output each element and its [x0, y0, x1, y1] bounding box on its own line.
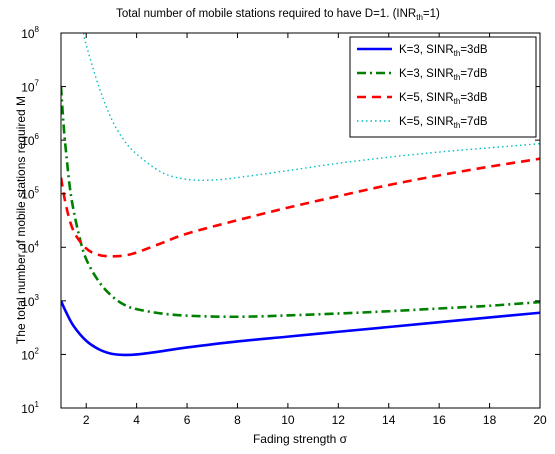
legend-label-sub: th [454, 73, 461, 82]
x-tick-label: 14 [382, 413, 396, 427]
y-tick-exponent: 3 [35, 293, 40, 302]
y-tick-label: 101 [21, 400, 39, 416]
y-tick-base: 10 [21, 295, 35, 309]
x-tick-label: 2 [83, 413, 90, 427]
y-tick-exponent: 8 [35, 25, 40, 34]
legend-label-post: =7dB [460, 68, 488, 80]
legend-entry: K=5, SINRth=3dB [399, 92, 488, 106]
y-tick-exponent: 4 [35, 239, 40, 248]
legend-label-pre: K=3, SINR [399, 68, 454, 80]
x-tick-label: 20 [533, 413, 547, 427]
series-line-1 [61, 300, 540, 357]
series-layer [61, 33, 540, 357]
chart-title-main: Total number of mobile stations required… [116, 8, 416, 20]
legend-label-pre: K=5, SINR [399, 116, 454, 128]
y-tick-base: 10 [21, 188, 35, 202]
plot-frame [60, 32, 541, 409]
x-tick-label: 12 [332, 413, 346, 427]
y-tick-base: 10 [21, 27, 35, 41]
y-tick-label: 106 [21, 132, 39, 148]
x-tick-label: 16 [432, 413, 446, 427]
legend-entry: K=5, SINRth=7dB [399, 116, 488, 130]
legend-entry: K=3, SINRth=7dB [399, 68, 488, 82]
legend-label-pre: K=3, SINR [399, 44, 454, 56]
x-tick-label: 10 [281, 413, 295, 427]
y-tick-base: 10 [21, 348, 35, 362]
legend-label-sub: th [454, 121, 461, 130]
legend-label-sub: th [454, 49, 461, 58]
legend-label-post: =7dB [460, 116, 488, 128]
chart-title-tail: =1) [423, 8, 440, 20]
y-tick-exponent: 2 [35, 346, 40, 355]
series-line-2 [61, 86, 540, 319]
y-tick-exponent: 1 [35, 400, 40, 409]
x-axis-label: Fading strength σ [253, 432, 348, 446]
chart-title: Total number of mobile stations required… [116, 8, 440, 22]
y-tick-exponent: 6 [35, 132, 40, 141]
legend-label-pre: K=5, SINR [399, 92, 454, 104]
x-tick-label: 4 [133, 413, 140, 427]
y-axis-label: The total number of mobile stations requ… [14, 96, 28, 344]
y-tick-label: 105 [21, 186, 39, 202]
y-tick-base: 10 [21, 134, 35, 148]
legend-label-sub: th [454, 97, 461, 106]
y-tick-exponent: 7 [35, 79, 40, 88]
series-line-3 [61, 157, 540, 258]
x-tick-label: 8 [234, 413, 241, 427]
y-tick-label: 102 [21, 346, 39, 362]
chart-title-sub: th [416, 13, 423, 22]
y-tick-label: 108 [21, 25, 39, 41]
y-tick-base: 10 [21, 81, 35, 95]
x-tick-label: 6 [184, 413, 191, 427]
legend-label-post: =3dB [460, 92, 488, 104]
y-tick-base: 10 [21, 241, 35, 255]
legend-label-post: =3dB [460, 44, 488, 56]
y-tick-label: 107 [21, 79, 39, 95]
y-tick-base: 10 [21, 402, 35, 416]
y-tick-exponent: 5 [35, 186, 40, 195]
x-tick-label: 18 [483, 413, 497, 427]
y-tick-label: 104 [21, 239, 39, 255]
y-tick-label: 103 [21, 293, 39, 309]
legend-entry: K=3, SINRth=3dB [399, 44, 488, 58]
